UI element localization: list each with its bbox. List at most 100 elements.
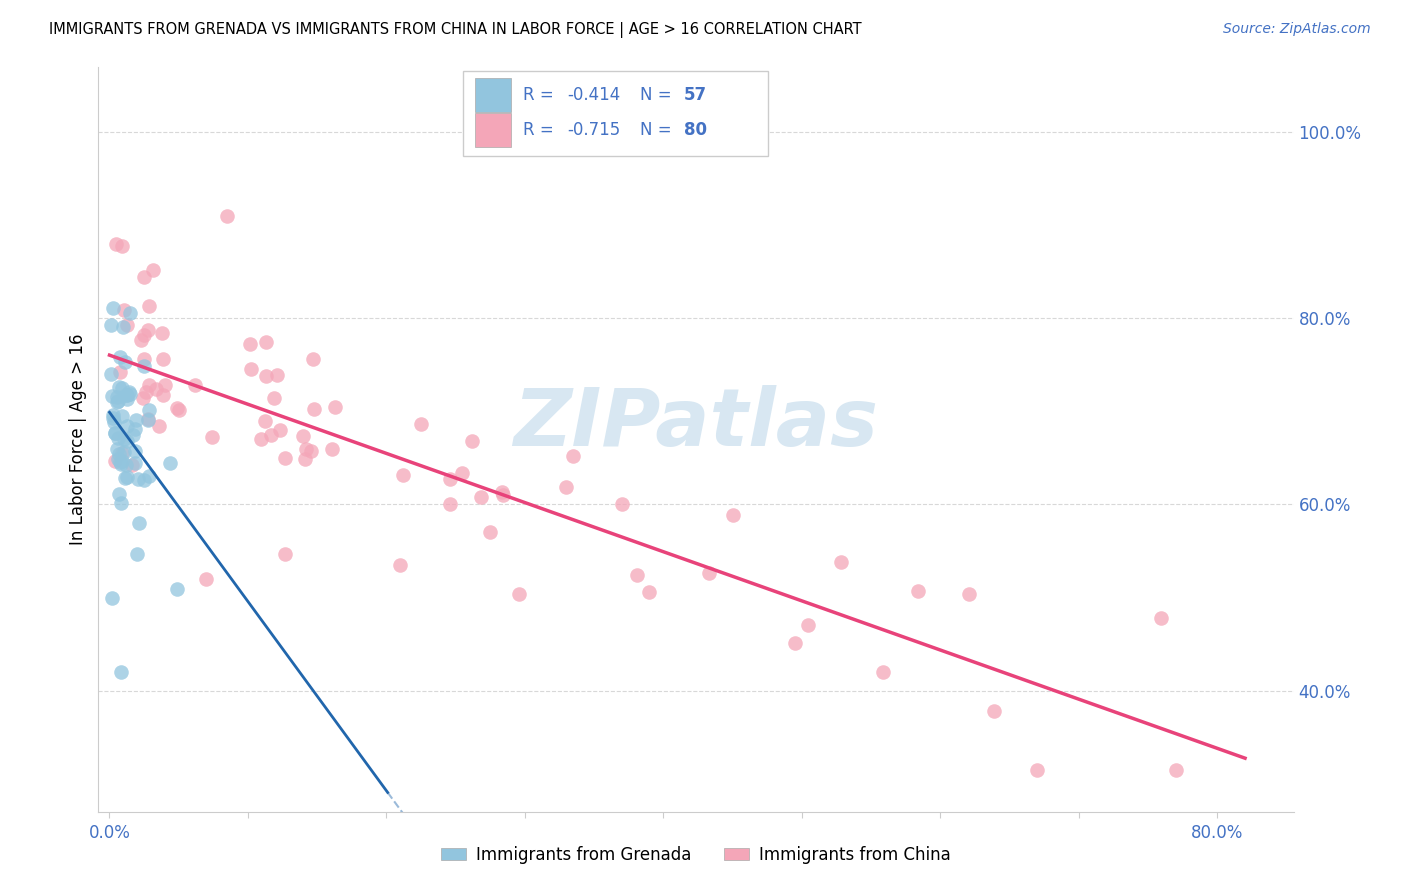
Point [796, 618, 818, 632]
Point [167, 402, 190, 417]
Point [115, 392, 138, 406]
Point [114, 355, 136, 369]
Point [111, 381, 134, 395]
Point [785, 636, 807, 650]
Point [388, 558, 411, 572]
Point [124, 456, 146, 470]
Point [103, 415, 125, 429]
Point [111, 445, 134, 459]
Point [697, 566, 720, 580]
Point [127, 471, 149, 485]
Point [138, 378, 160, 392]
Point [907, 584, 929, 599]
Point [491, 485, 513, 500]
Point [124, 422, 146, 436]
Point [195, 572, 218, 586]
Point [101, 301, 124, 315]
Point [460, 434, 482, 448]
Point [148, 419, 170, 434]
Point [439, 497, 461, 511]
Point [114, 458, 136, 472]
Point [1026, 763, 1049, 777]
Point [266, 368, 288, 382]
Point [115, 388, 138, 402]
Point [101, 408, 124, 422]
Point [124, 443, 146, 458]
Point [217, 209, 239, 223]
Bar [475, 113, 510, 147]
Point [135, 384, 157, 399]
Point [110, 495, 132, 509]
Point [132, 351, 155, 366]
Point [138, 299, 160, 313]
Point [1164, 763, 1187, 777]
Text: -0.414: -0.414 [567, 87, 620, 104]
Text: N =: N = [640, 87, 676, 104]
Point [159, 456, 181, 470]
Point [321, 442, 343, 456]
Point [107, 394, 129, 409]
Point [101, 591, 124, 605]
Point [142, 262, 165, 277]
Point [115, 434, 138, 449]
Point [100, 318, 122, 332]
Point [110, 365, 132, 379]
Point [121, 458, 143, 472]
Bar [475, 78, 510, 112]
Point [112, 320, 135, 334]
Point [1150, 611, 1173, 625]
Point [295, 442, 318, 456]
Text: ZIPatlas: ZIPatlas [513, 385, 879, 464]
Point [134, 269, 156, 284]
Point [107, 431, 129, 445]
Point [105, 390, 128, 404]
Legend: Immigrants from Grenada, Immigrants from China: Immigrants from Grenada, Immigrants from… [434, 839, 957, 871]
Point [134, 359, 156, 373]
Point [110, 350, 132, 364]
Point [263, 391, 285, 405]
Point [127, 548, 149, 562]
Point [115, 419, 138, 434]
Text: R =: R = [523, 87, 558, 104]
Point [626, 568, 648, 582]
Point [273, 450, 295, 465]
Point [124, 413, 146, 427]
Point [166, 401, 188, 415]
Point [136, 323, 159, 337]
Point [152, 352, 174, 367]
Point [299, 443, 322, 458]
Point [122, 427, 145, 442]
Point [274, 547, 297, 561]
Point [111, 409, 134, 423]
Point [118, 385, 141, 400]
Point [104, 426, 127, 441]
Point [254, 369, 277, 384]
Point [107, 452, 129, 467]
Point [610, 497, 633, 511]
Point [201, 430, 224, 444]
Point [260, 428, 283, 442]
Point [492, 488, 515, 502]
Point [291, 429, 314, 443]
Point [478, 524, 501, 539]
Point [411, 417, 433, 432]
Point [112, 432, 135, 446]
Point [115, 470, 138, 484]
Text: N =: N = [640, 121, 676, 139]
Text: -0.715: -0.715 [567, 121, 620, 139]
Point [114, 471, 136, 485]
Text: 80: 80 [685, 121, 707, 139]
Point [110, 457, 132, 471]
Point [302, 402, 325, 417]
Point [111, 238, 134, 252]
Point [957, 587, 980, 601]
Point [136, 412, 159, 426]
Point [112, 445, 135, 459]
Point [166, 582, 188, 597]
Point [830, 555, 852, 569]
Point [145, 382, 167, 396]
Point [108, 447, 131, 461]
Point [450, 467, 472, 481]
Text: IMMIGRANTS FROM GRENADA VS IMMIGRANTS FROM CHINA IN LABOR FORCE | AGE > 16 CORRE: IMMIGRANTS FROM GRENADA VS IMMIGRANTS FR… [49, 22, 862, 38]
Point [239, 361, 262, 376]
